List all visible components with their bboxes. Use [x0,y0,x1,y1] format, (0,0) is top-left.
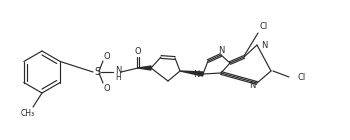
Polygon shape [180,71,203,76]
Text: O: O [104,52,110,60]
Text: CH₃: CH₃ [21,109,35,118]
Polygon shape [138,66,151,70]
Text: Cl: Cl [260,22,268,31]
Text: O: O [135,46,141,55]
Text: H: H [115,73,121,81]
Text: O: O [104,83,110,93]
Text: N: N [248,80,255,89]
Text: N: N [193,69,199,79]
Text: Cl: Cl [297,73,305,81]
Text: N: N [115,66,121,74]
Text: S: S [94,67,100,77]
Text: N: N [218,46,224,54]
Text: N: N [261,40,267,50]
